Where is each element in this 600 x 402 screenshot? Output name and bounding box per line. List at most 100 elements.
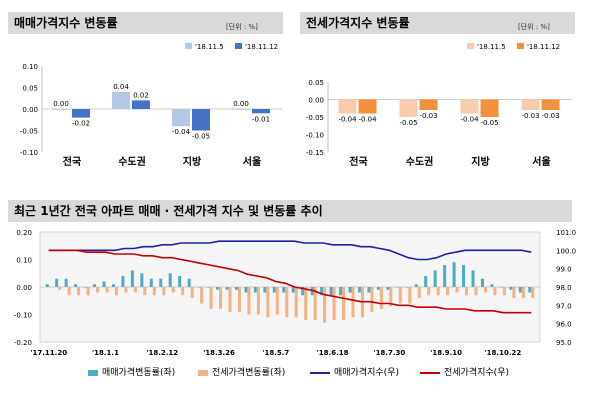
category-label: 수도권 [406,156,434,168]
bar-jeonse-change [247,287,251,315]
bar-jeonse-change [531,287,535,298]
bar-prev [521,99,540,110]
bar-sale-change [197,287,201,288]
bar-sale-change [452,262,456,287]
bar-sale-change [168,273,172,287]
bar-data-label: -0.03 [521,112,539,120]
bar-sale-change [225,287,229,290]
bar-curr [252,109,270,114]
x-tick-label: '18.9.10 [430,349,462,357]
bar-jeonse-change [512,287,516,298]
bar-jeonse-change [294,287,298,318]
bar-sale-change [480,278,484,287]
bar-prev [52,109,70,110]
y-right-tick-label: 95.0 [556,339,572,347]
bar-jeonse-change [48,287,52,288]
legend-swatch [467,43,474,49]
bar-jeonse-change [171,287,175,293]
bar-sale-change [206,287,210,288]
bar-sale-change [272,287,276,293]
bar-data-label: -0.04 [172,128,191,136]
bar-sale-change [263,287,267,293]
bar-jeonse-change [427,287,431,296]
bar-data-label: 0.00 [53,100,69,108]
y-left-tick-label: -0.20 [14,339,32,347]
bar-jeonse-change [181,287,185,296]
bar-sale-change [149,278,153,287]
bar-data-label: -0.04 [460,116,479,124]
bar-jeonse-change [152,287,156,296]
legend-swatch-sale-index [310,372,330,374]
bar-prev [399,99,418,117]
bar-sale-change [130,270,134,287]
y-tick-label: 0.05 [22,85,38,93]
x-tick-label: '18.6.18 [317,349,349,357]
bar-jeonse-change [304,287,308,320]
bar-jeonse-change [323,287,327,323]
bar-jeonse-change [105,287,109,293]
bar-data-label: 0.04 [113,83,129,91]
bar-sale-change [301,287,305,296]
bar-sale-change [111,284,115,287]
bar-jeonse-change [351,287,355,318]
bar-jeonse-change [455,287,459,293]
jeonse-change-chart: 0.050.00-0.05-0.10-0.15-0.04 -0.04전국-0.05… [306,43,572,168]
category-label: 전국 [63,155,81,168]
bar-jeonse-change [465,287,469,296]
bar-curr [541,99,560,110]
bar-sale-change [357,287,361,293]
bar-curr [192,109,210,131]
bar-sale-change [386,287,390,290]
legend-label-jeonse-index: 전세가격지수(우) [444,368,509,378]
bar-prev [460,99,479,114]
bar-jeonse-change [493,287,497,296]
y-tick-label: -0.05 [306,114,324,122]
bar-sale-change [499,287,503,288]
bar-jeonse-change [285,287,289,318]
bar-jeonse-change [342,287,346,320]
bar-sale-change [462,265,466,287]
line-jeonse-index [48,249,532,314]
bar-jeonse-change [266,287,270,318]
trend-combo-chart: 0.20 0.10 0.00 -0.10 -0.20 101.0 100.0 99.0 98.0… [14,229,576,357]
bar-sale-change [433,270,437,287]
bar-jeonse-change [133,287,137,293]
bar-sale-change [140,273,144,287]
bar-sale-change [74,284,78,287]
trend-legend: 매매가격변동률(좌) 전세가격변동률(좌) 매매가격지수(우) 전세가격지수(우… [0,366,600,380]
bar-sale-change [45,284,49,287]
bar-jeonse-change [96,287,100,293]
legend-label-sale-index: 매매가격지수(우) [334,368,399,378]
bar-jeonse-change [143,287,147,296]
x-tick-label: '18.7.30 [373,349,405,357]
bar-prev [232,109,250,110]
bar-jeonse-change [521,287,525,298]
bar-jeonse-change [275,287,279,315]
trend-panel-title: 최근 1년간 전국 아파트 매매 · 전세가격 지수 및 변동률 추이 [8,200,572,222]
bar-sale-change [159,278,163,287]
bar-jeonse-change [256,287,260,315]
y-right-tick-label: 101.0 [556,229,576,237]
y-left-tick-label: 0.20 [16,229,32,237]
y-tick-label: -0.05 [20,128,38,136]
category-label: 서울 [532,155,550,168]
bar-sale-change [329,287,333,296]
bar-data-label: -0.03 [541,112,559,120]
legend-label: '18.11.12 [245,43,278,51]
y-right-tick-label: 97.0 [556,302,572,310]
legend-swatch [185,43,192,49]
bar-sale-change [376,287,380,290]
bar-jeonse-change [228,287,232,312]
y-tick-label: 0.00 [22,106,38,114]
bar-prev [112,91,130,109]
bar-sale-change [339,287,343,296]
legend-swatch [517,43,524,49]
bar-jeonse-change [474,287,478,296]
bar-sale-change [64,278,68,287]
legend-swatch-jeonse-change [198,370,208,376]
x-tick-label: '18.2.12 [146,349,178,357]
line-sale-index [48,240,532,261]
y-right-tick-label: 98.0 [556,284,572,292]
legend-label: '18.11.5 [195,43,224,51]
x-tick-label: '18.5.7 [262,349,289,357]
